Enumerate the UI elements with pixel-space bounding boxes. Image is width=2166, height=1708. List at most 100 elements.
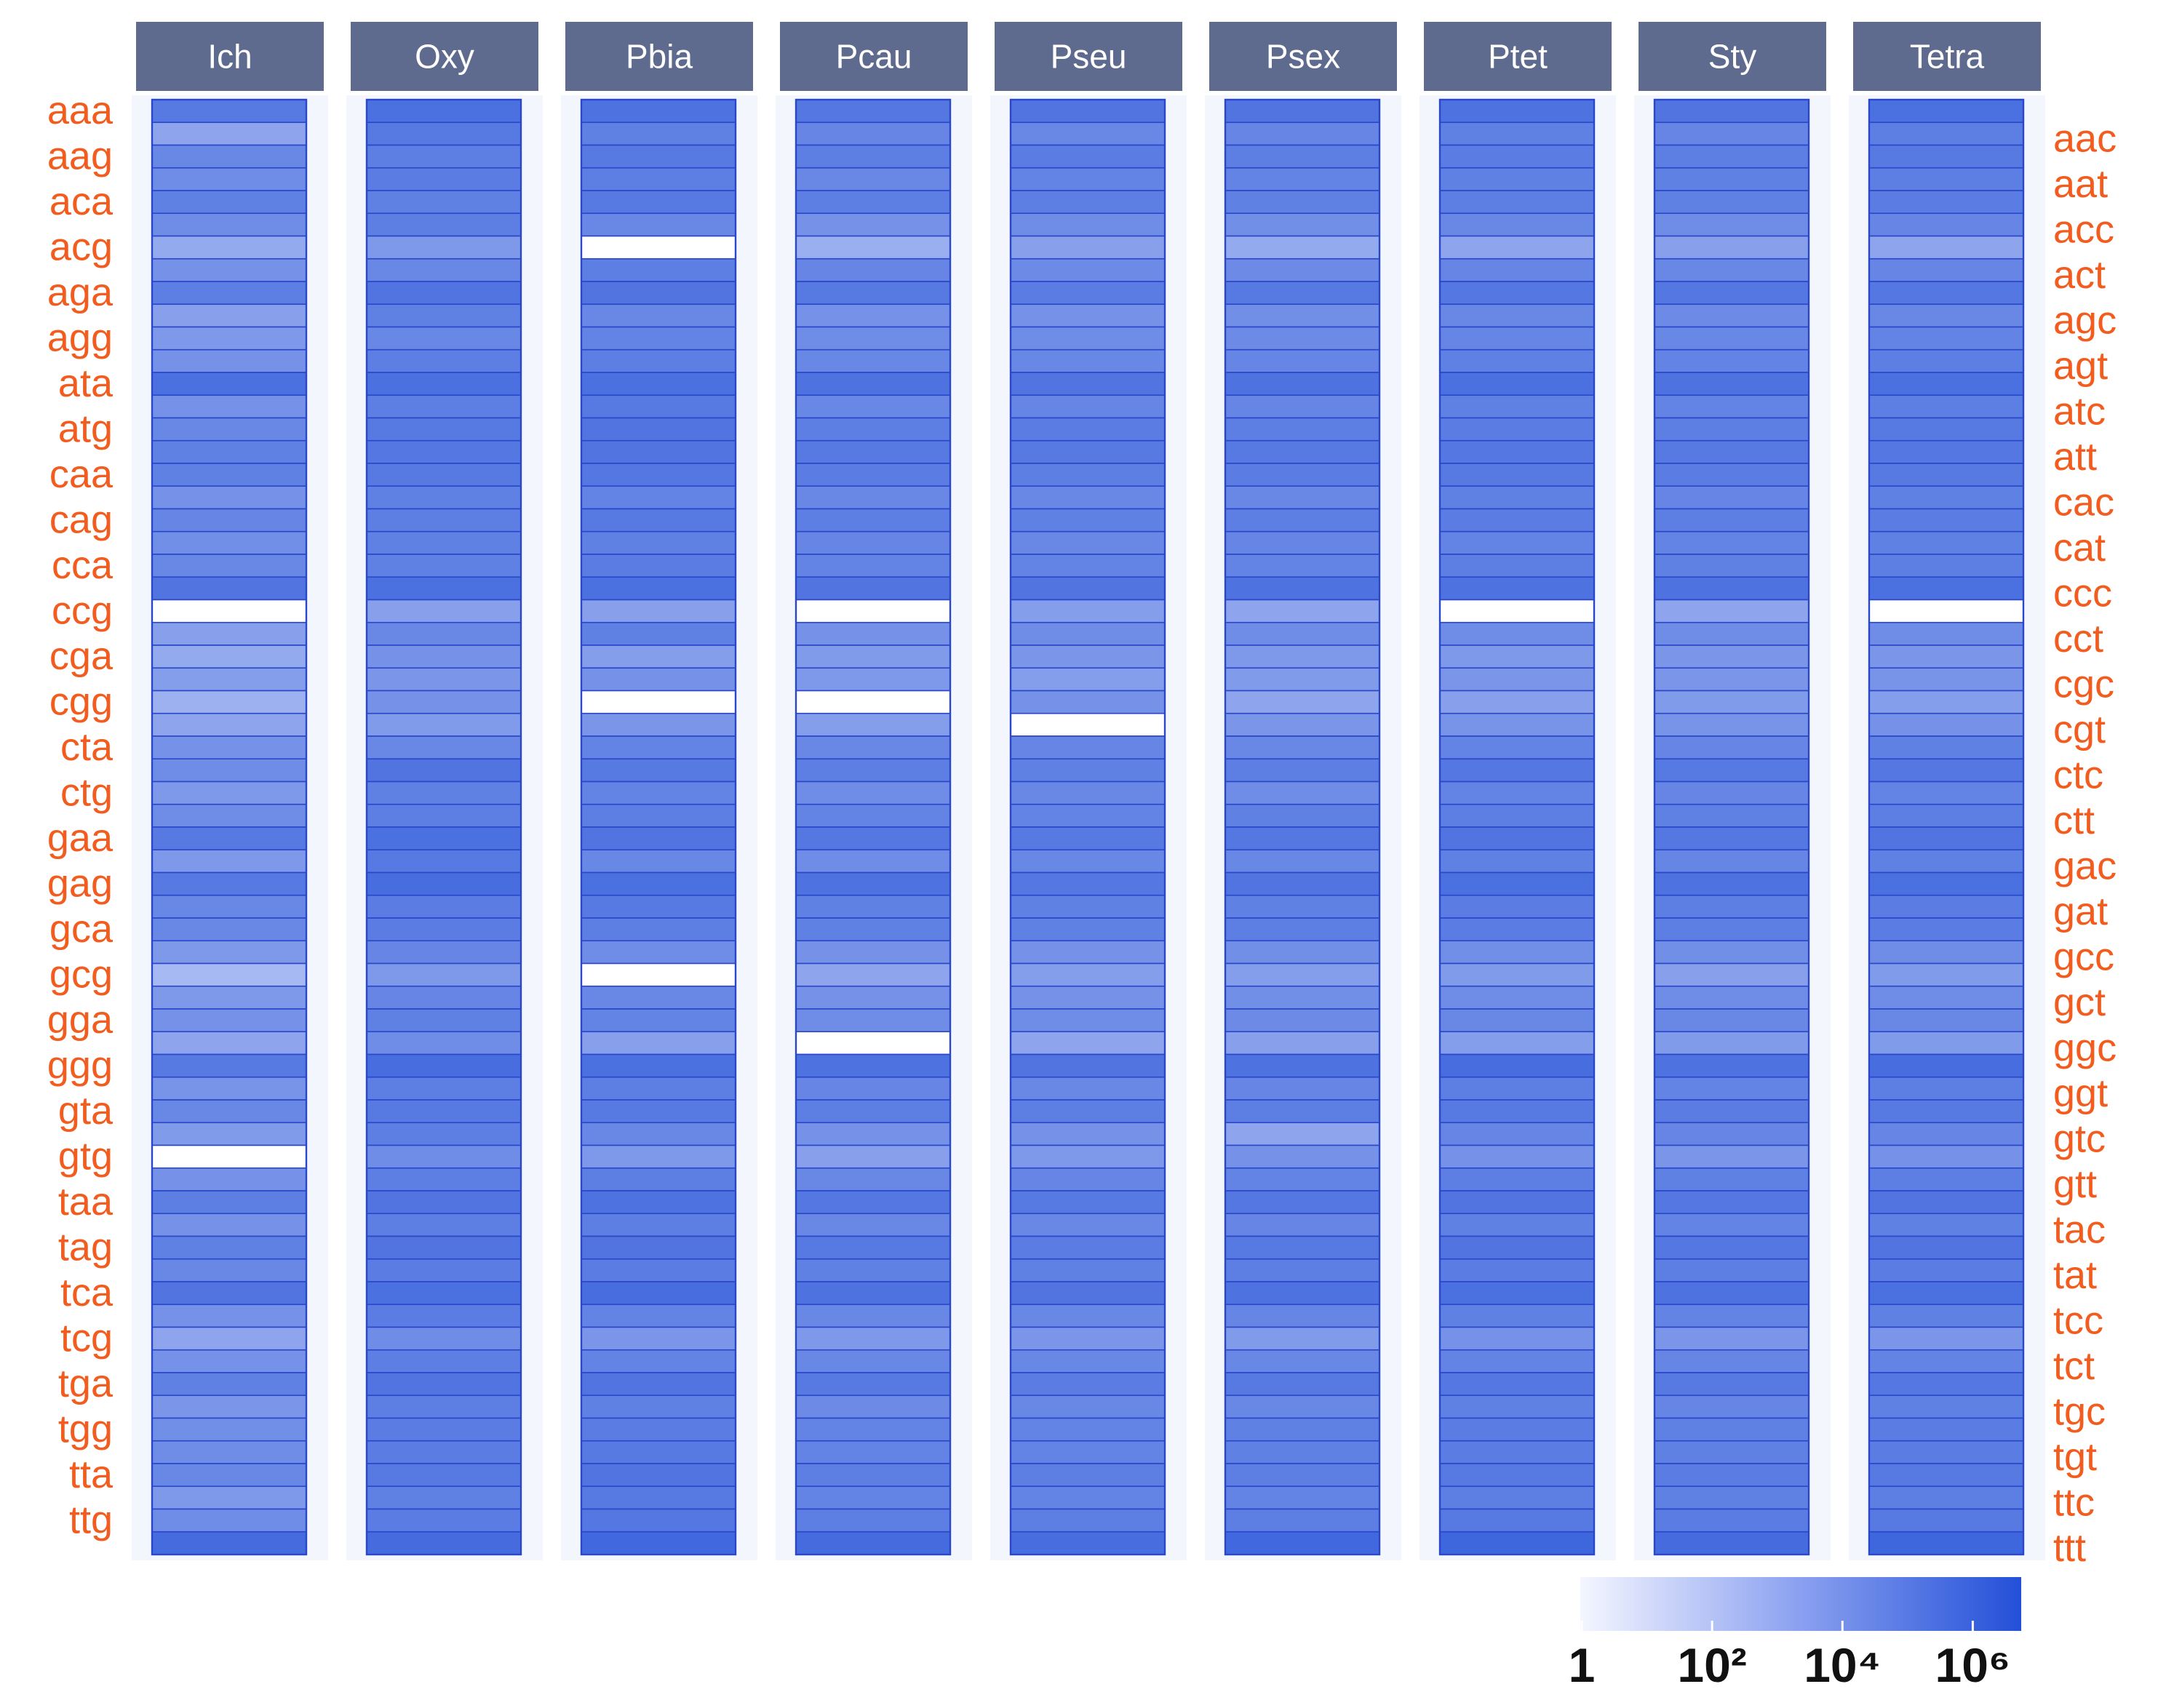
- heatmap-cell: [581, 1076, 736, 1101]
- heatmap-cell: [1439, 508, 1595, 532]
- heatmap-cell: [1010, 1508, 1166, 1533]
- heatmap-cell: [1439, 1122, 1595, 1146]
- heatmap-cell: [1439, 803, 1595, 828]
- heatmap-cell: [1010, 1122, 1166, 1146]
- heatmap-cell: [1439, 1258, 1595, 1282]
- heatmap-cell: [1225, 439, 1380, 464]
- heatmap-cell: [1868, 1213, 2024, 1237]
- heatmap-cell: [581, 1008, 736, 1033]
- heatmap-cell: [1010, 463, 1166, 487]
- heatmap-cell: [366, 1008, 522, 1033]
- heatmap-cell: [581, 621, 736, 646]
- heatmap-cell: [1868, 303, 2024, 328]
- column-header-box: [1639, 22, 1826, 91]
- heatmap-cell: [795, 826, 951, 851]
- heatmap-cell: [1225, 485, 1380, 510]
- heatmap-cell: [1225, 167, 1380, 191]
- heatmap-cell: [151, 1144, 307, 1169]
- heatmap-cell: [581, 167, 736, 191]
- heatmap-cell: [581, 712, 736, 737]
- heatmap-cell: [1868, 463, 2024, 487]
- heatmap-cell: [1439, 1190, 1595, 1215]
- heatmap-cell: [581, 849, 736, 874]
- heatmap-cell: [1868, 1440, 2024, 1464]
- heatmap-cell: [1010, 530, 1166, 555]
- heatmap-cell: [1439, 1008, 1595, 1033]
- heatmap-cell: [151, 962, 307, 987]
- row-label-right: gtc: [2053, 1117, 2106, 1160]
- heatmap-column-border: [1224, 98, 1381, 1556]
- heatmap-cell: [1010, 1394, 1166, 1419]
- heatmap-cell: [366, 1326, 522, 1351]
- heatmap-cell: [1654, 1463, 1809, 1488]
- heatmap-cell: [1654, 758, 1809, 783]
- heatmap-cell: [151, 99, 307, 124]
- heatmap-cell: [795, 1531, 951, 1555]
- heatmap-cell: [1010, 417, 1166, 442]
- heatmap-cell: [1868, 235, 2024, 260]
- heatmap-cell: [1654, 1099, 1809, 1124]
- heatmap-cell: [151, 1417, 307, 1442]
- heatmap-cell: [1010, 281, 1166, 306]
- heatmap-cell: [1225, 1531, 1380, 1555]
- heatmap-cell: [795, 530, 951, 555]
- heatmap-cell: [581, 190, 736, 215]
- heatmap-cell: [1654, 781, 1809, 805]
- heatmap-cell: [366, 1213, 522, 1237]
- heatmap-cell: [1225, 576, 1380, 601]
- heatmap-cell: [151, 667, 307, 692]
- row-label-left: tta: [69, 1453, 114, 1496]
- heatmap-cell: [151, 621, 307, 646]
- heatmap-cell: [581, 485, 736, 510]
- heatmap-cell: [1868, 871, 2024, 896]
- heatmap-cell: [151, 1190, 307, 1215]
- heatmap-cell: [581, 99, 736, 124]
- heatmap-column-ich: [151, 98, 308, 1556]
- heatmap-cell: [366, 1463, 522, 1488]
- heatmap-cell: [1868, 1394, 2024, 1419]
- heatmap-cell: [1225, 1258, 1380, 1282]
- heatmap-cell: [795, 1144, 951, 1169]
- heatmap-cell: [1439, 1076, 1595, 1101]
- heatmap-cell: [1654, 1076, 1809, 1101]
- row-label-right: cac: [2053, 480, 2114, 524]
- heatmap-cell: [1868, 690, 2024, 714]
- heatmap-cell: [581, 1417, 736, 1442]
- heatmap-cell: [1225, 917, 1380, 942]
- heatmap-cell: [581, 940, 736, 965]
- heatmap-cell: [1654, 1235, 1809, 1260]
- heatmap-cell: [151, 508, 307, 532]
- heatmap-cell: [1868, 962, 2024, 987]
- heatmap-cell: [581, 1440, 736, 1464]
- row-label-left: gta: [58, 1089, 114, 1133]
- heatmap-cell: [1654, 894, 1809, 919]
- heatmap-cell: [795, 1394, 951, 1419]
- heatmap-cell: [1225, 962, 1380, 987]
- heatmap-cell: [1010, 1531, 1166, 1555]
- row-label-right: aat: [2053, 162, 2108, 206]
- row-label-left: tgg: [58, 1408, 113, 1451]
- heatmap-cell: [795, 599, 951, 623]
- heatmap-cell: [1225, 394, 1380, 419]
- heatmap-cell: [1225, 1053, 1380, 1078]
- heatmap-cell: [1868, 348, 2024, 373]
- row-label-right: tct: [2053, 1344, 2095, 1388]
- heatmap-cell: [1225, 99, 1380, 124]
- colorbar-gradient: [1580, 1577, 2021, 1631]
- heatmap-cell: [1010, 1053, 1166, 1078]
- heatmap-cell: [1010, 485, 1166, 510]
- heatmap-cell: [1225, 1326, 1380, 1351]
- heatmap-cell: [151, 1076, 307, 1101]
- heatmap-cell: [1654, 1440, 1809, 1464]
- heatmap-cell: [151, 1349, 307, 1373]
- heatmap-cell: [1439, 1304, 1595, 1328]
- heatmap-cell: [366, 599, 522, 623]
- heatmap-column-psex: [1224, 98, 1381, 1556]
- row-label-right: ttc: [2053, 1480, 2095, 1524]
- heatmap-cell: [795, 621, 951, 646]
- heatmap-cell: [1225, 599, 1380, 623]
- heatmap-cell: [1439, 144, 1595, 169]
- heatmap-cell: [1868, 826, 2024, 851]
- heatmap-cell: [151, 803, 307, 828]
- heatmap-cell: [1225, 1508, 1380, 1533]
